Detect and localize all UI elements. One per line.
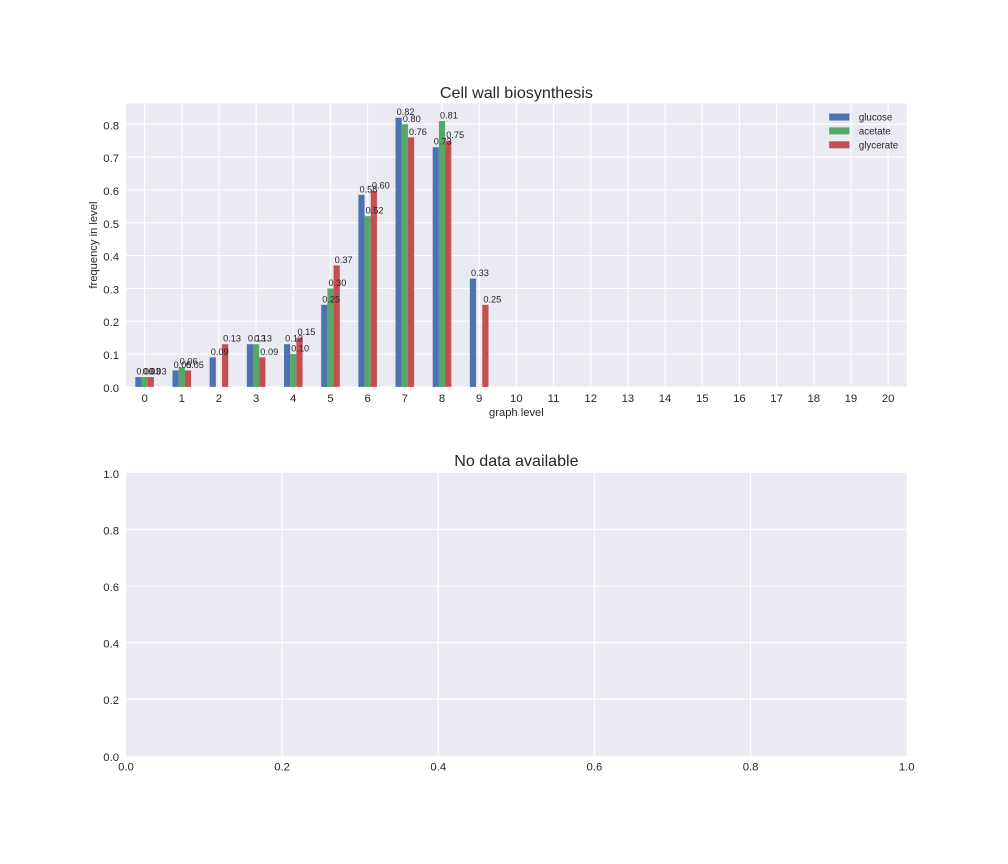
svg-text:0.25: 0.25	[322, 294, 340, 304]
svg-text:19: 19	[845, 393, 858, 405]
svg-text:0.0: 0.0	[103, 383, 119, 395]
svg-text:0.8: 0.8	[103, 525, 119, 537]
svg-text:7: 7	[402, 393, 408, 405]
svg-text:1.0: 1.0	[899, 762, 915, 774]
svg-text:0.2: 0.2	[274, 762, 290, 774]
svg-text:0: 0	[141, 393, 147, 405]
svg-text:10: 10	[510, 393, 523, 405]
svg-text:frequency in level: frequency in level	[88, 202, 100, 289]
svg-text:20: 20	[882, 393, 895, 405]
svg-text:5: 5	[327, 393, 333, 405]
svg-text:0.6: 0.6	[587, 762, 603, 774]
svg-text:18: 18	[807, 393, 820, 405]
svg-text:0.58: 0.58	[359, 184, 377, 194]
svg-text:0.4: 0.4	[430, 762, 446, 774]
svg-text:0.6: 0.6	[103, 582, 119, 594]
svg-text:0.80: 0.80	[403, 114, 421, 124]
svg-text:12: 12	[584, 393, 597, 405]
svg-text:0.52: 0.52	[366, 206, 384, 216]
svg-text:0.4: 0.4	[103, 252, 119, 264]
svg-text:0.37: 0.37	[335, 255, 353, 265]
svg-text:13: 13	[622, 393, 635, 405]
svg-text:0.03: 0.03	[143, 367, 161, 377]
svg-text:14: 14	[659, 393, 672, 405]
svg-text:6: 6	[365, 393, 371, 405]
svg-text:0.13: 0.13	[223, 334, 241, 344]
svg-text:0.0: 0.0	[118, 762, 134, 774]
svg-text:0.03: 0.03	[136, 367, 154, 377]
svg-text:Cell wall biosynthesis: Cell wall biosynthesis	[440, 84, 593, 102]
svg-text:0.25: 0.25	[483, 294, 501, 304]
svg-text:0.13: 0.13	[254, 334, 272, 344]
svg-text:0.09: 0.09	[260, 347, 278, 357]
svg-text:0.7: 0.7	[103, 153, 119, 165]
svg-text:0.2: 0.2	[103, 695, 119, 707]
svg-text:1: 1	[179, 393, 185, 405]
svg-text:glucose: glucose	[859, 113, 892, 124]
svg-text:0.13: 0.13	[285, 334, 303, 344]
svg-text:0.5: 0.5	[103, 219, 119, 231]
svg-text:0.06: 0.06	[180, 357, 198, 367]
svg-text:0.4: 0.4	[103, 639, 119, 651]
svg-text:0.33: 0.33	[471, 268, 489, 278]
svg-text:11: 11	[548, 393, 560, 405]
svg-text:0.73: 0.73	[434, 137, 452, 147]
svg-text:0.09: 0.09	[211, 347, 229, 357]
svg-text:0.05: 0.05	[186, 360, 204, 370]
svg-text:0.30: 0.30	[328, 278, 346, 288]
svg-text:0.1: 0.1	[103, 350, 119, 362]
svg-text:15: 15	[696, 393, 709, 405]
svg-text:0.81: 0.81	[440, 110, 458, 120]
svg-text:acetate: acetate	[859, 126, 891, 137]
svg-text:0.8: 0.8	[743, 762, 759, 774]
svg-text:0.10: 0.10	[291, 344, 309, 354]
svg-text:16: 16	[733, 393, 746, 405]
svg-text:0.3: 0.3	[103, 284, 119, 296]
svg-text:3: 3	[253, 393, 259, 405]
svg-text:0.60: 0.60	[372, 180, 390, 190]
svg-text:1.0: 1.0	[103, 469, 119, 481]
svg-text:9: 9	[476, 393, 482, 405]
svg-text:0.82: 0.82	[397, 107, 415, 117]
svg-text:0.76: 0.76	[409, 127, 427, 137]
svg-text:8: 8	[439, 393, 445, 405]
svg-text:0.75: 0.75	[446, 130, 464, 140]
svg-text:0.8: 0.8	[103, 120, 119, 132]
svg-text:0.05: 0.05	[174, 360, 192, 370]
svg-text:0.13: 0.13	[248, 334, 266, 344]
svg-text:0.0: 0.0	[103, 752, 119, 764]
svg-text:2: 2	[216, 393, 222, 405]
svg-text:17: 17	[770, 393, 783, 405]
svg-text:0.6: 0.6	[103, 186, 119, 198]
svg-text:glycerate: glycerate	[859, 140, 898, 151]
svg-text:0.03: 0.03	[149, 367, 167, 377]
svg-text:0.2: 0.2	[103, 317, 119, 329]
svg-text:No data available: No data available	[454, 452, 578, 470]
svg-text:graph level: graph level	[489, 407, 544, 419]
svg-text:0.15: 0.15	[297, 327, 315, 337]
svg-text:4: 4	[290, 393, 296, 405]
